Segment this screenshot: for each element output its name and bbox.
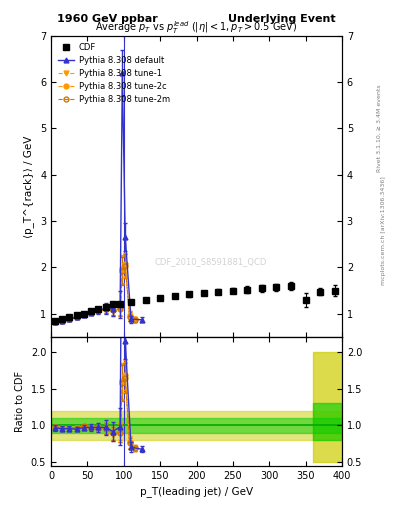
Y-axis label: ⟨p_T^{rack}⟩ / GeV: ⟨p_T^{rack}⟩ / GeV bbox=[24, 135, 35, 238]
Text: 1960 GeV ppbar: 1960 GeV ppbar bbox=[57, 14, 158, 24]
Text: CDF_2010_S8591881_QCD: CDF_2010_S8591881_QCD bbox=[155, 257, 267, 266]
Legend: CDF, Pythia 8.308 default, Pythia 8.308 tune-1, Pythia 8.308 tune-2c, Pythia 8.3: CDF, Pythia 8.308 default, Pythia 8.308 … bbox=[55, 40, 172, 106]
X-axis label: p_T(leading jet) / GeV: p_T(leading jet) / GeV bbox=[140, 486, 253, 497]
Y-axis label: Ratio to CDF: Ratio to CDF bbox=[15, 371, 25, 432]
Text: Rivet 3.1.10, ≥ 3.4M events: Rivet 3.1.10, ≥ 3.4M events bbox=[377, 84, 382, 172]
Title: Average $p_T$ vs $p_T^{lead}$ ($|\eta| < 1, p_T > 0.5$ GeV): Average $p_T$ vs $p_T^{lead}$ ($|\eta| <… bbox=[95, 19, 298, 36]
Text: Underlying Event: Underlying Event bbox=[228, 14, 336, 24]
Text: mcplots.cern.ch [arXiv:1306.3436]: mcplots.cern.ch [arXiv:1306.3436] bbox=[381, 176, 386, 285]
